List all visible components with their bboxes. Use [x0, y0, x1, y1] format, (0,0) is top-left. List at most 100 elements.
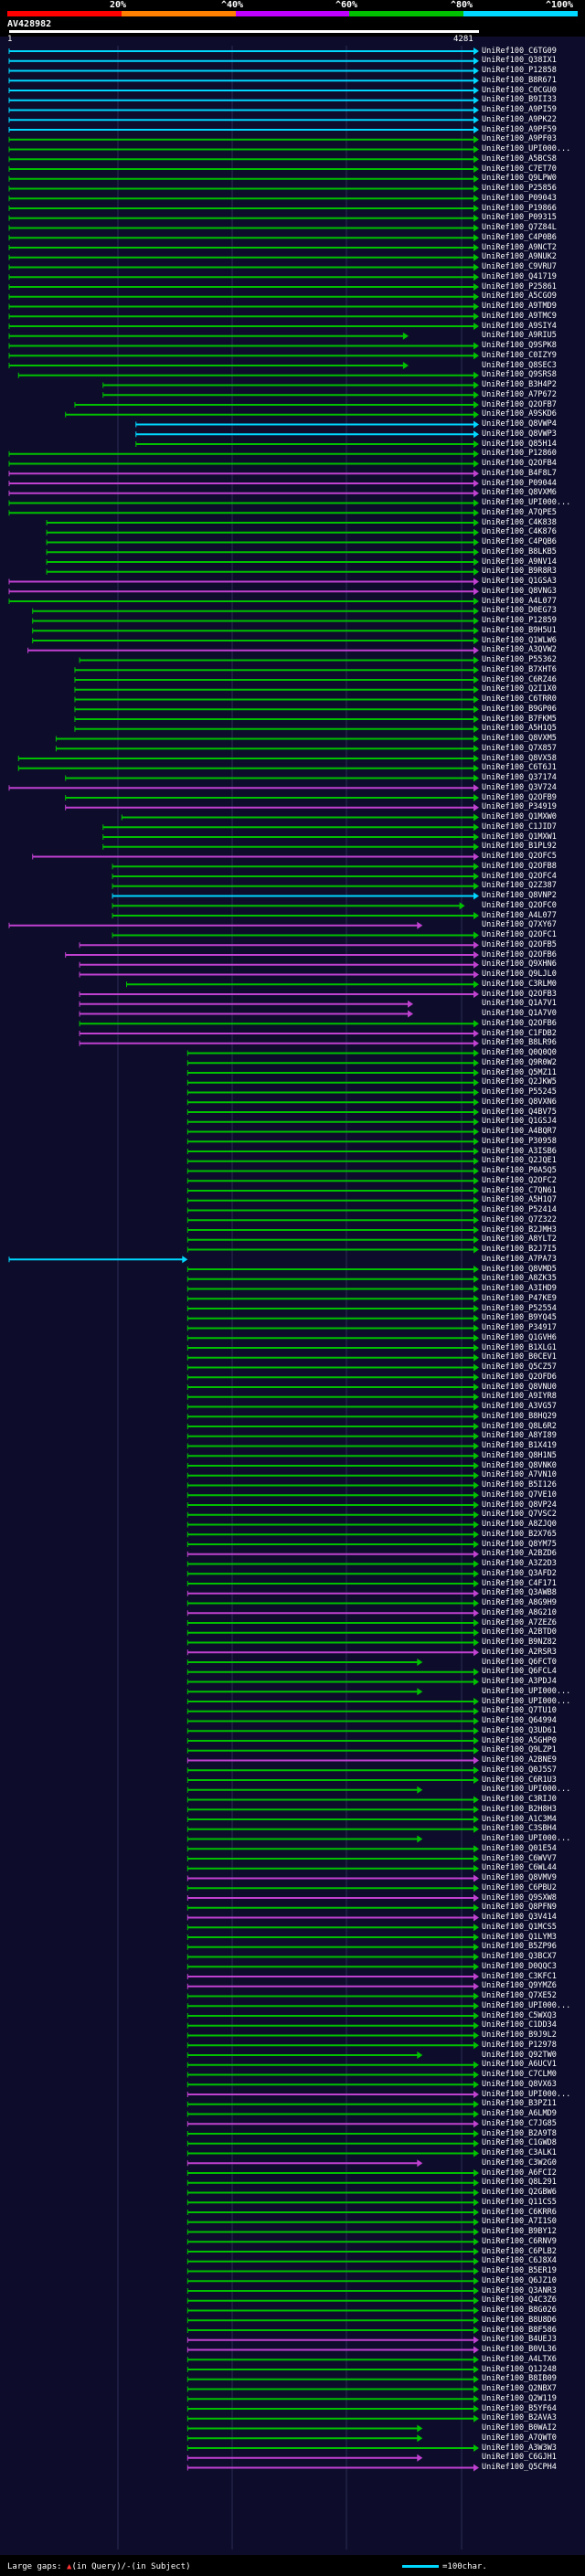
hit-bar[interactable] [186, 1531, 479, 1539]
hit-label[interactable]: UniRef100_Q3AFD2 [482, 1568, 557, 1578]
hit-label[interactable]: UniRef100_Q1A7V1 [482, 999, 557, 1009]
hit-bar[interactable] [186, 2287, 479, 2295]
hit-bar[interactable] [65, 410, 479, 419]
hit-bar[interactable] [186, 2199, 479, 2207]
hit-bar[interactable] [186, 2189, 479, 2197]
hit-label[interactable]: UniRef100_C6KRR6 [482, 2207, 557, 2217]
hit-bar[interactable] [186, 1580, 479, 1587]
hit-bar[interactable] [186, 1973, 479, 1980]
hit-label[interactable]: UniRef100_C7QN61 [482, 1185, 557, 1195]
hit-label[interactable]: UniRef100_Q8VXM6 [482, 488, 557, 498]
hit-bar[interactable] [102, 381, 479, 389]
hit-label[interactable]: UniRef100_A2BZD6 [482, 1549, 557, 1559]
hit-bar[interactable] [79, 656, 479, 664]
hit-bar[interactable] [8, 135, 479, 143]
hit-label[interactable]: UniRef100_B2JMH3 [482, 1224, 557, 1235]
hit-label[interactable]: UniRef100_Q7XE52 [482, 1991, 557, 2000]
hit-label[interactable]: UniRef100_A5GHP0 [482, 1735, 557, 1745]
hit-bar[interactable] [32, 637, 479, 644]
hit-bar[interactable] [186, 1334, 479, 1342]
hit-label[interactable]: UniRef100_A5BCS8 [482, 154, 557, 164]
hit-label[interactable]: UniRef100_A9NCT2 [482, 242, 557, 252]
hit-label[interactable]: UniRef100_Q85H14 [482, 439, 557, 449]
hit-bar[interactable] [186, 1570, 479, 1578]
hit-bar[interactable] [79, 1020, 479, 1028]
hit-label[interactable]: UniRef100_A9TMD9 [482, 302, 557, 311]
hit-bar[interactable] [186, 2002, 479, 2010]
hit-label[interactable]: UniRef100_B5YF64 [482, 2403, 557, 2413]
hit-bar[interactable] [79, 970, 479, 979]
hit-label[interactable]: UniRef100_C6PBU2 [482, 1882, 557, 1892]
hit-bar[interactable] [186, 1589, 479, 1597]
hit-label[interactable]: UniRef100_Q7VSC2 [482, 1510, 557, 1520]
hit-bar[interactable] [186, 1943, 479, 1951]
hit-label[interactable]: UniRef100_Q2OFB9 [482, 792, 557, 802]
hit-bar[interactable] [8, 273, 479, 281]
hit-bar[interactable] [8, 332, 409, 340]
hit-bar[interactable] [102, 823, 479, 832]
hit-label[interactable]: UniRef100_B1X419 [482, 1441, 557, 1450]
hit-bar[interactable] [135, 420, 479, 429]
hit-bar[interactable] [186, 2238, 479, 2246]
hit-bar[interactable] [186, 1659, 423, 1666]
hit-bar[interactable] [186, 2209, 479, 2216]
hit-label[interactable]: UniRef100_UPI000... [482, 2089, 571, 2099]
hit-label[interactable]: UniRef100_C3W2G0 [482, 2157, 557, 2168]
hit-bar[interactable] [8, 480, 479, 487]
hit-bar[interactable] [46, 548, 479, 557]
hit-label[interactable]: UniRef100_UPI000... [482, 1785, 571, 1795]
hit-bar[interactable] [186, 2021, 479, 2030]
hit-label[interactable]: UniRef100_A7QWT0 [482, 2433, 557, 2443]
hit-bar[interactable] [46, 519, 479, 526]
hit-label[interactable]: UniRef100_A2BNE9 [482, 1755, 557, 1765]
hit-bar[interactable] [186, 2031, 479, 2040]
hit-bar[interactable] [186, 1491, 479, 1500]
hit-label[interactable]: UniRef100_A7QPE5 [482, 507, 557, 517]
hit-bar[interactable] [186, 1246, 479, 1254]
hit-label[interactable]: UniRef100_B0CEV1 [482, 1352, 557, 1362]
hit-label[interactable]: UniRef100_C7JG85 [482, 2118, 557, 2128]
hit-bar[interactable] [186, 1098, 479, 1107]
hit-label[interactable]: UniRef100_B8U8D6 [482, 2315, 557, 2325]
hit-label[interactable]: UniRef100_Q9LJL0 [482, 970, 557, 979]
hit-label[interactable]: UniRef100_C3SBH4 [482, 1824, 557, 1834]
hit-bar[interactable] [8, 145, 479, 154]
hit-bar[interactable] [186, 1344, 479, 1352]
hit-label[interactable]: UniRef100_Q8L6R2 [482, 1421, 557, 1431]
hit-bar[interactable] [186, 1078, 479, 1087]
hit-label[interactable]: UniRef100_A5H1Q5 [482, 724, 557, 734]
hit-bar[interactable] [8, 57, 479, 65]
hit-label[interactable]: UniRef100_B8IB09 [482, 2374, 557, 2384]
hit-label[interactable]: UniRef100_P25856 [482, 184, 557, 193]
hit-bar[interactable] [186, 1628, 479, 1637]
hit-label[interactable]: UniRef100_A4LTX6 [482, 2354, 557, 2364]
hit-label[interactable]: UniRef100_B4UEJ3 [482, 2335, 557, 2345]
hit-bar[interactable] [8, 1256, 188, 1264]
hit-bar[interactable] [74, 695, 479, 704]
hit-bar[interactable] [186, 1845, 479, 1853]
hit-label[interactable]: UniRef100_C6RZ46 [482, 674, 557, 684]
hit-label[interactable]: UniRef100_B0VL36 [482, 2345, 557, 2354]
hit-label[interactable]: UniRef100_Q3UD61 [482, 1725, 557, 1735]
hit-bar[interactable] [186, 1471, 479, 1479]
hit-bar[interactable] [186, 1295, 479, 1303]
hit-bar[interactable] [8, 489, 479, 497]
hit-bar[interactable] [32, 853, 479, 861]
hit-label[interactable]: UniRef100_Q0Q0Q0 [482, 1048, 557, 1057]
hit-bar[interactable] [186, 1894, 479, 1902]
hit-bar[interactable] [8, 185, 479, 193]
hit-label[interactable]: UniRef100_B0WAI2 [482, 2423, 557, 2433]
hit-bar[interactable] [8, 214, 479, 222]
hit-bar[interactable] [186, 2139, 479, 2147]
hit-bar[interactable] [186, 1226, 479, 1234]
hit-bar[interactable] [65, 951, 479, 959]
hit-label[interactable]: UniRef100_B8LR96 [482, 1038, 557, 1048]
hit-label[interactable]: UniRef100_C4PQB6 [482, 537, 557, 546]
hit-label[interactable]: UniRef100_Q1LYM3 [482, 1932, 557, 1942]
hit-label[interactable]: UniRef100_Q7Z84L [482, 223, 557, 232]
hit-label[interactable]: UniRef100_Q8VP24 [482, 1500, 557, 1510]
hit-bar[interactable] [186, 1835, 423, 1843]
hit-bar[interactable] [32, 617, 479, 625]
hit-bar[interactable] [186, 2356, 479, 2364]
hit-label[interactable]: UniRef100_B7XHT6 [482, 664, 557, 674]
